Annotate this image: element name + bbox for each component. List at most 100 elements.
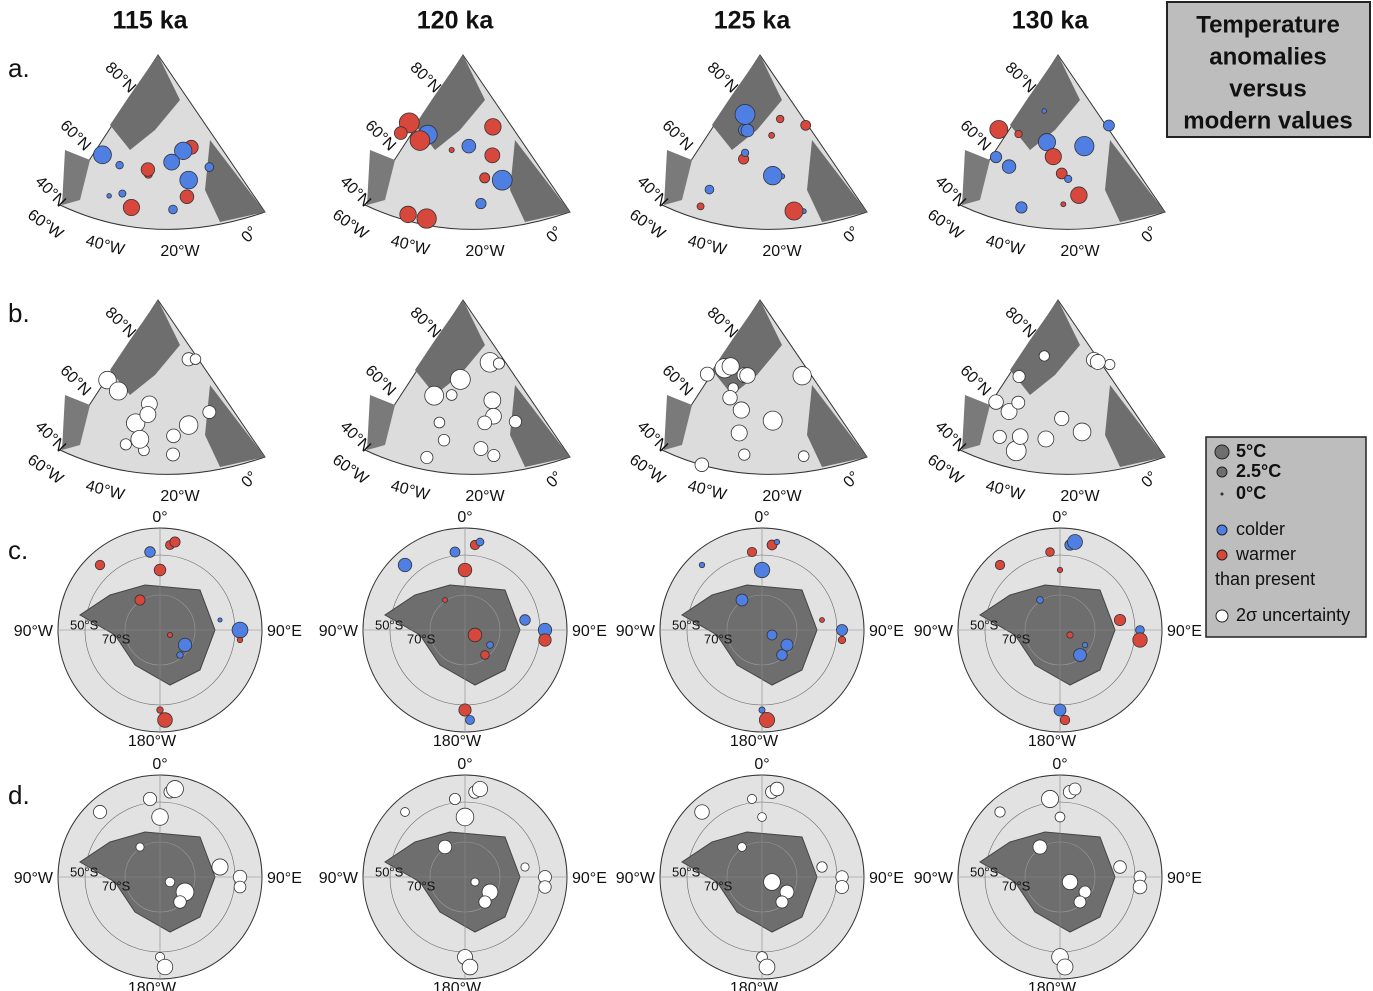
site-marker (478, 895, 492, 909)
site-marker (1113, 860, 1127, 874)
longitude-label: 20°W (465, 243, 505, 260)
site-marker (740, 148, 750, 157)
longitude-label: 60°W (329, 452, 372, 489)
longitude-label: 40°W (84, 477, 127, 504)
site-marker (397, 557, 413, 573)
longitude-label: 90°W (319, 623, 359, 640)
site-marker (179, 415, 199, 435)
longitude-label: 90°E (1167, 623, 1202, 640)
longitude-label: 180°W (1028, 980, 1077, 991)
map-land (1105, 385, 1165, 467)
longitude-label: 90°W (914, 623, 954, 640)
site-marker (1068, 782, 1082, 796)
site-marker (1073, 895, 1087, 909)
longitude-label: 0° (754, 756, 769, 773)
site-marker (1012, 370, 1026, 384)
longitude-label: 180°W (730, 733, 779, 750)
site-marker (483, 391, 502, 410)
site-marker (800, 119, 812, 131)
site-marker (448, 146, 455, 153)
longitude-label: 90°W (914, 870, 954, 887)
map-land (205, 140, 265, 222)
longitude-label: 20°W (762, 488, 802, 505)
site-marker (164, 876, 176, 888)
legend-size-label: 0°C (1236, 483, 1266, 503)
antarctica (79, 584, 216, 686)
longitude-label: 40°W (686, 477, 729, 504)
site-marker (699, 366, 715, 382)
longitude-label: 20°W (1060, 243, 1100, 260)
longitude-label: 60°W (626, 452, 669, 489)
map-land (62, 395, 90, 450)
site-marker (442, 597, 448, 603)
title-box-text: anomalies (1209, 43, 1326, 70)
site-marker (1072, 422, 1092, 442)
latitude-label: 60°N (957, 362, 994, 399)
site-marker (1011, 395, 1026, 410)
longitude-label: 180°W (1028, 733, 1077, 750)
site-marker (122, 198, 140, 217)
site-marker (1011, 428, 1029, 445)
site-marker (1044, 148, 1062, 166)
latitude-label: 50°S (970, 617, 999, 632)
site-marker (1073, 648, 1087, 662)
legend-size-marker (1214, 444, 1230, 460)
longitude-label: 180°W (128, 980, 177, 991)
legend-size-label: 5°C (1236, 441, 1266, 461)
longitude-label: 0° (238, 468, 261, 491)
site-marker (763, 873, 781, 891)
site-marker (758, 706, 766, 714)
longitude-label: 0° (152, 756, 167, 773)
site-marker (1056, 958, 1074, 976)
site-marker (1113, 613, 1127, 627)
longitude-label: 0° (1052, 509, 1067, 526)
site-marker (768, 132, 775, 139)
latitude-label: 60°N (659, 117, 696, 154)
site-marker (168, 204, 178, 215)
longitude-label: 0° (1138, 223, 1161, 246)
site-marker (769, 781, 785, 797)
longitude-label: 20°W (465, 488, 505, 505)
row-label: b. (8, 298, 30, 328)
column-header: 130 ka (1012, 7, 1090, 35)
longitude-label: 180°W (433, 980, 482, 991)
site-marker (420, 451, 434, 465)
site-marker (93, 805, 107, 819)
site-marker (134, 594, 146, 606)
site-marker (1066, 631, 1074, 639)
site-marker (233, 880, 247, 894)
latitude-label: 60°N (957, 117, 994, 154)
site-marker (1054, 811, 1066, 823)
site-marker (780, 638, 794, 652)
longitude-label: 0° (1052, 756, 1067, 773)
site-marker (477, 415, 492, 431)
site-marker (1041, 108, 1047, 114)
longitude-label: 60°W (626, 207, 669, 244)
site-marker (130, 429, 150, 449)
site-marker (108, 381, 128, 401)
site-marker (1056, 566, 1064, 574)
longitude-label: 60°W (329, 207, 372, 244)
longitude-label: 90°E (869, 623, 904, 640)
site-marker (211, 858, 229, 876)
latitude-label: 70°S (704, 631, 733, 646)
latitude-label: 50°S (970, 864, 999, 879)
longitude-label: 90°E (267, 870, 302, 887)
site-marker (142, 791, 158, 807)
row-label: d. (8, 780, 30, 810)
site-marker (156, 958, 174, 976)
map-land (712, 55, 782, 150)
site-marker (836, 624, 848, 636)
site-marker (202, 405, 217, 419)
site-marker (776, 649, 788, 661)
site-marker (1081, 641, 1089, 649)
site-marker (694, 457, 710, 472)
longitude-label: 60°W (24, 452, 67, 489)
site-marker (1001, 159, 1017, 174)
site-marker (135, 842, 145, 852)
longitude-label: 60°W (924, 207, 967, 244)
site-marker (475, 537, 485, 547)
longitude-label: 180°W (128, 733, 177, 750)
site-marker (169, 536, 181, 548)
